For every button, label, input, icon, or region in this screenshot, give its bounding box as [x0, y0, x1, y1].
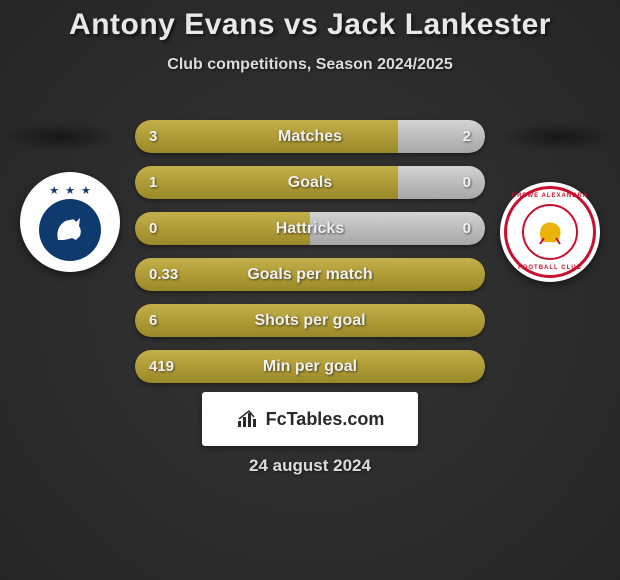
- metric-row: Matches32: [135, 120, 485, 153]
- bar-track: [135, 258, 485, 291]
- branding-badge: FcTables.com: [202, 392, 418, 446]
- bar-track: [135, 166, 485, 199]
- metric-row: Goals10: [135, 166, 485, 199]
- metric-value-left: 1: [149, 166, 157, 199]
- metric-value-left: 0.33: [149, 258, 178, 291]
- metric-value-left: 0: [149, 212, 157, 245]
- star-icon: ★: [49, 184, 59, 197]
- star-icon: ★: [81, 184, 91, 197]
- star-icon: ★: [65, 184, 75, 197]
- bar-segment-right: [310, 212, 485, 245]
- player-left-shadow: [2, 122, 120, 152]
- bar-segment-right: [398, 166, 486, 199]
- branding-text: FcTables.com: [266, 409, 385, 430]
- crest-text-bottom: FOOTBALL CLUB: [518, 265, 582, 271]
- bar-segment-left: [135, 120, 398, 153]
- subtitle: Club competitions, Season 2024/2025: [0, 56, 620, 74]
- metric-value-left: 6: [149, 304, 157, 337]
- bar-track: [135, 120, 485, 153]
- metric-value-left: 419: [149, 350, 174, 383]
- bar-segment-left: [135, 212, 310, 245]
- bar-track: [135, 212, 485, 245]
- metric-value-right: 0: [463, 212, 471, 245]
- date-label: 24 august 2024: [0, 456, 620, 476]
- metric-row: Shots per goal6: [135, 304, 485, 337]
- crest-inner-circle: [39, 199, 101, 261]
- club-crest-right: CREWE ALEXANDRA FOOTBALL CLUB: [500, 182, 600, 282]
- metric-value-left: 3: [149, 120, 157, 153]
- bar-segment-left: [135, 258, 485, 291]
- crest-text-top: CREWE ALEXANDRA: [512, 193, 588, 199]
- bar-segment-left: [135, 166, 398, 199]
- metric-row: Hattricks00: [135, 212, 485, 245]
- crest-inner-circle: [522, 204, 578, 260]
- bar-segment-left: [135, 350, 485, 383]
- chart-icon: [236, 409, 260, 429]
- player-right-shadow: [500, 122, 618, 152]
- page-title: Antony Evans vs Jack Lankester: [0, 0, 620, 42]
- crest-stars: ★ ★ ★: [49, 184, 91, 197]
- metric-value-right: 2: [463, 120, 471, 153]
- lion-icon: [532, 214, 568, 250]
- bar-track: [135, 304, 485, 337]
- comparison-bars: Matches32Goals10Hattricks00Goals per mat…: [135, 120, 485, 396]
- terrier-icon: [50, 210, 90, 250]
- crest-outer-ring: CREWE ALEXANDRA FOOTBALL CLUB: [504, 186, 596, 278]
- club-crest-left: ★ ★ ★: [20, 172, 120, 272]
- bar-track: [135, 350, 485, 383]
- bar-segment-left: [135, 304, 485, 337]
- bar-segment-right: [398, 120, 486, 153]
- metric-value-right: 0: [463, 166, 471, 199]
- metric-row: Min per goal419: [135, 350, 485, 383]
- metric-row: Goals per match0.33: [135, 258, 485, 291]
